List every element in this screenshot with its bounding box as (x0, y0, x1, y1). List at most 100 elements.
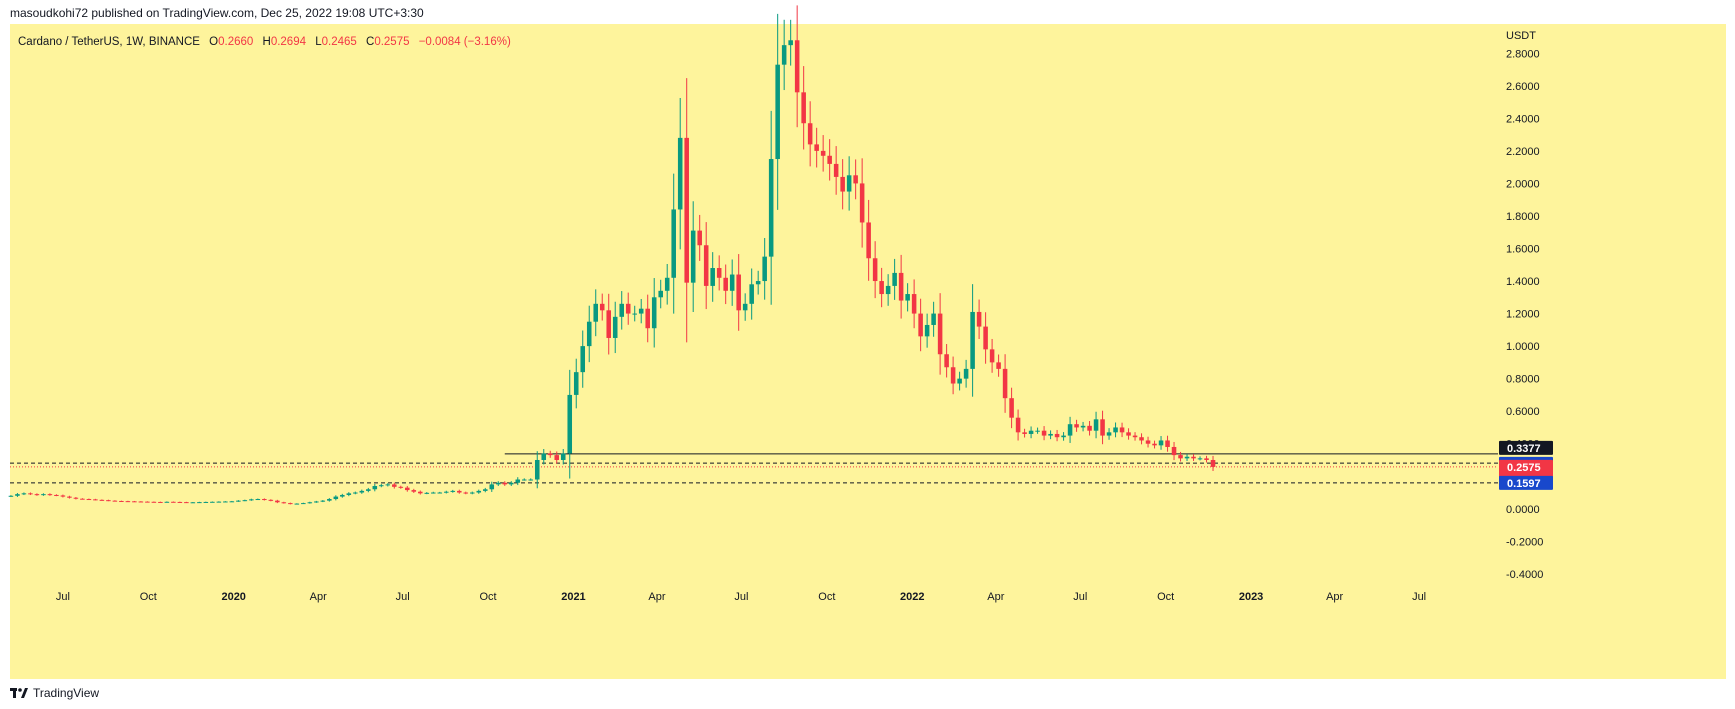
candle-body (1093, 419, 1099, 431)
candle-body (827, 155, 832, 164)
candle-body (775, 64, 780, 160)
candle-body (554, 455, 560, 460)
candle-body (892, 272, 897, 286)
candle-body (911, 294, 917, 314)
candle-body (703, 245, 709, 286)
candle-body (132, 501, 137, 503)
high-value: 0.2694 (270, 36, 306, 48)
candle-body (1087, 425, 1092, 431)
candle-body (521, 479, 527, 481)
y-axis-unit: USDT (1506, 30, 1536, 42)
candle-body (1184, 456, 1190, 459)
candle-body (28, 493, 33, 495)
price-axis[interactable]: USDT 2.8000 2.6000 2.4000 2.2000 2.0000 1.8000… (1506, 30, 1543, 581)
y-tick-label: 1.0000 (1506, 341, 1540, 353)
candle-body (1191, 456, 1196, 459)
candle-body (781, 45, 787, 65)
candle-body (385, 484, 391, 486)
chart-legend: Cardano / TetherUS, 1W, BINANCE O0.2660 … (18, 36, 511, 48)
candle-body (8, 495, 14, 497)
candle-body (580, 346, 586, 373)
candle-body (495, 482, 501, 485)
candle-body (138, 501, 144, 503)
candle-body (353, 492, 358, 494)
candle-body (203, 501, 209, 503)
candle-body (424, 492, 430, 494)
candle-body (1158, 440, 1164, 446)
x-tick-label: 2021 (561, 591, 585, 603)
candle-body (1100, 419, 1105, 436)
candle-body (976, 311, 982, 327)
candle-body (944, 354, 949, 368)
candle-body (301, 503, 306, 505)
candle-body (794, 40, 800, 93)
candle-body (372, 486, 378, 490)
candle-body (638, 308, 644, 314)
candle-body (859, 183, 865, 223)
y-tick-label: 2.4000 (1506, 113, 1540, 125)
time-axis[interactable]: Jul Oct 2020 Apr Jul Oct 2021 Apr Jul Oct 2022 Apr J… (56, 591, 1426, 603)
close-label: C (366, 36, 375, 48)
candle-body (515, 479, 521, 483)
tradingview-footer[interactable]: TradingView (10, 686, 99, 700)
x-tick-label: 2022 (900, 591, 924, 603)
candle-body (697, 230, 702, 246)
y-tick-label: 0.0000 (1506, 504, 1540, 516)
candle-body (112, 500, 118, 502)
candle-body (1074, 424, 1079, 428)
candle-body (418, 491, 423, 494)
candle-body (963, 368, 969, 379)
candle-body (658, 290, 663, 298)
candle-body (307, 502, 313, 504)
x-tick-label: 2023 (1239, 591, 1263, 603)
candle-body (586, 321, 592, 347)
candle-body (405, 487, 410, 491)
x-tick-label: Jul (1412, 591, 1426, 603)
chart-area[interactable] (10, 24, 1726, 679)
candle-body (931, 313, 936, 325)
candle-body (918, 313, 923, 337)
candle-body (450, 490, 456, 492)
candle-body (1080, 425, 1086, 428)
x-tick-label: Apr (310, 591, 327, 603)
candle-body (541, 453, 547, 460)
footer-brand: TradingView (33, 686, 100, 700)
candle-body (833, 163, 839, 177)
low-label: L (315, 36, 322, 48)
candle-body (1178, 455, 1183, 459)
candle-body (788, 40, 793, 46)
candle-body (320, 500, 326, 502)
candle-body (853, 175, 858, 184)
candle-body (742, 303, 748, 311)
x-tick-label: 2020 (221, 591, 245, 603)
high-label: H (262, 36, 271, 48)
candle-body (314, 501, 319, 503)
candle-body (190, 502, 196, 504)
low-value: 0.2465 (321, 36, 357, 48)
candle-body (599, 303, 605, 311)
candle-body (957, 378, 962, 384)
candle-body (1041, 430, 1047, 436)
candle-body (1139, 437, 1144, 441)
candle-body (340, 494, 345, 497)
candle-body (1067, 424, 1073, 436)
y-tick-label: 1.6000 (1506, 244, 1540, 256)
candle-body (288, 503, 293, 505)
candle-body (508, 482, 514, 485)
candle-body (268, 499, 274, 501)
candle-body (885, 285, 891, 295)
price-badge-dark (1499, 440, 1553, 455)
candle-body (119, 500, 124, 502)
open-value: 0.2660 (218, 36, 254, 48)
candle-body (184, 502, 189, 504)
y-tick-label: 2.2000 (1506, 146, 1540, 158)
candle-body (547, 453, 553, 456)
candle-body (106, 500, 111, 502)
candle-body (898, 272, 904, 301)
candle-body (145, 501, 150, 503)
candle-body (983, 326, 988, 350)
candle-body (398, 486, 404, 488)
candle-body (482, 489, 488, 491)
candle-body (1145, 440, 1151, 444)
